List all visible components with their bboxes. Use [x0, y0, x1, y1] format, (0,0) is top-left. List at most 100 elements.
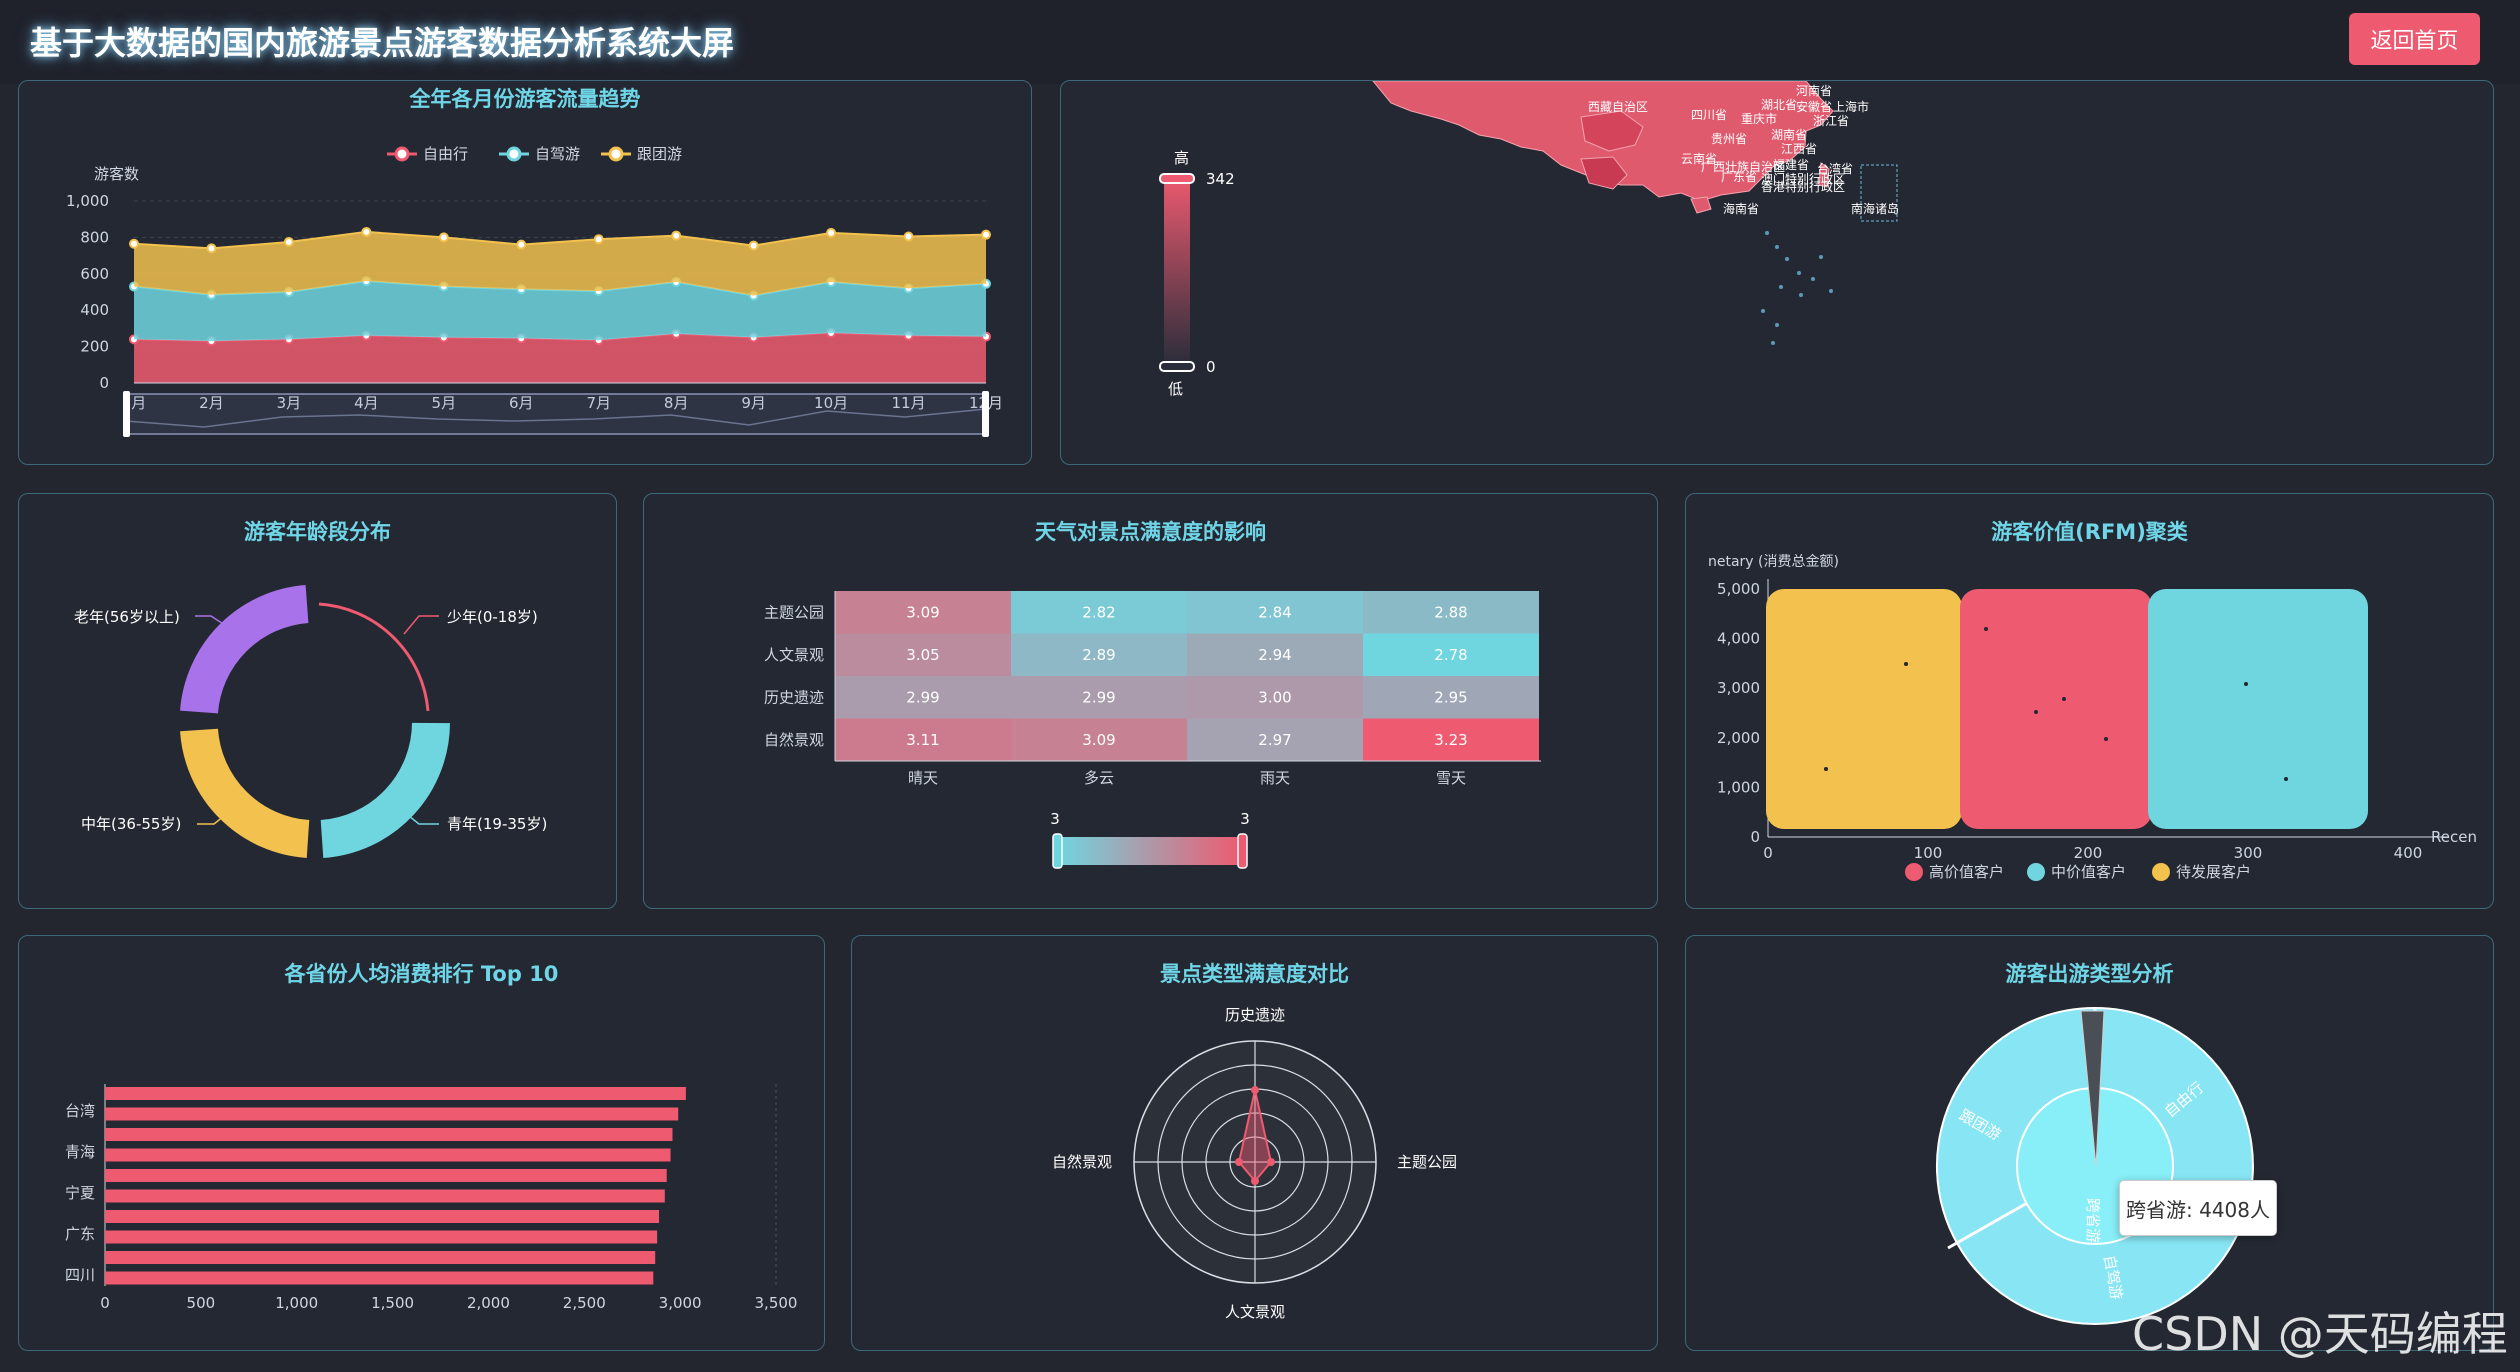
rfm-cluster-developing[interactable]	[1766, 589, 1962, 829]
heatmap-cell[interactable]	[835, 718, 1011, 762]
rfm-cluster-high-value[interactable]	[1960, 589, 2152, 829]
trend-area-1[interactable]	[134, 281, 986, 342]
heatmap-cell[interactable]	[1187, 676, 1363, 719]
trend-legend-label[interactable]: 自驾游	[535, 145, 580, 163]
trend-legend-marker[interactable]	[394, 146, 410, 162]
heatmap-scale-handle-left[interactable]	[1052, 833, 1063, 869]
map-region-yunnan[interactable]	[1580, 156, 1628, 190]
rfm-legend-label[interactable]: 待发展客户	[2176, 863, 2251, 881]
province-bar[interactable]	[105, 1230, 658, 1244]
heatmap-cell[interactable]	[1363, 676, 1539, 719]
province-bar-chart[interactable]: 0 500 1,000 1,500 2,000 2,500 3,000 3,500 台湾青海宁…	[19, 936, 824, 1350]
trend-legend-marker[interactable]	[506, 146, 522, 162]
map-region-taiwan[interactable]	[1818, 162, 1830, 188]
scenic-radar-chart[interactable]: 历史遗迹 主题公园 人文景观 自然景观	[852, 936, 1657, 1350]
heatmap-cell[interactable]	[835, 591, 1011, 634]
province-bar[interactable]	[105, 1169, 667, 1182]
trend-area-0[interactable]	[134, 332, 986, 383]
heatmap-scale-handle-right[interactable]	[1237, 833, 1248, 869]
heatmap-cell[interactable]	[1187, 591, 1363, 634]
rfm-y-tick: 2,000	[1717, 729, 1760, 747]
province-bar[interactable]	[105, 1251, 656, 1264]
trend-point[interactable]	[283, 236, 294, 247]
radar-point-theme-park[interactable]	[1267, 1158, 1275, 1166]
rfm-legend-marker[interactable]	[2027, 863, 2045, 881]
trend-point[interactable]	[671, 230, 682, 241]
trend-point[interactable]	[903, 231, 914, 242]
travel-type-panel: 游客出游类型分析 跨省游 自由行 自驾游 跟团游	[1685, 935, 2494, 1351]
heatmap-cell[interactable]	[1011, 676, 1187, 719]
back-home-button[interactable]: 返回首页	[2349, 13, 2480, 65]
province-label: 广东	[65, 1225, 95, 1243]
heatmap-cell[interactable]	[1011, 591, 1187, 634]
province-bar[interactable]	[105, 1210, 660, 1223]
age-donut-chart[interactable]: 老年(56岁以上) 少年(0-18岁) 中年(36-55岁) 青年(19-35岁…	[19, 494, 616, 908]
trend-legend-label[interactable]: 跟团游	[637, 145, 682, 163]
trend-point[interactable]	[593, 234, 604, 245]
weather-heatmap-chart[interactable]: 主题公园 3.09 2.82 2.84 2.88 人文景观 3.05 2.89 2.94 2.78…	[644, 494, 1657, 908]
data-zoom-handle-left[interactable]	[123, 391, 130, 437]
trend-point[interactable]	[361, 226, 372, 237]
trend-point[interactable]	[748, 240, 759, 251]
trend-point[interactable]	[438, 232, 449, 243]
province-label: 台湾	[65, 1102, 95, 1120]
rfm-legend-label[interactable]: 中价值客户	[2051, 863, 2126, 881]
monthly-trend-title: 全年各月份游客流量趋势	[409, 87, 641, 111]
trend-point[interactable]	[129, 238, 139, 249]
travel-highlight-wedge[interactable]	[2080, 1010, 2105, 1167]
trend-point[interactable]	[826, 227, 837, 238]
heatmap-cell-value: 2.89	[1082, 646, 1115, 664]
heatmap-cell-value: 2.95	[1434, 688, 1467, 706]
province-bar[interactable]	[105, 1189, 665, 1203]
trend-point[interactable]	[516, 239, 527, 250]
map-scale-handle-bottom[interactable]	[1159, 361, 1195, 372]
map-scale-handle-top[interactable]	[1159, 173, 1195, 184]
map-region-sichuan[interactable]	[1580, 110, 1644, 152]
rfm-legend-marker[interactable]	[2152, 863, 2170, 881]
rfm-scatter-chart[interactable]: netary (消费总金额) 5,000 4,000 3,000 2,000 1,000…	[1686, 494, 2493, 908]
map-region-hainan[interactable]	[1690, 196, 1712, 214]
province-bar[interactable]	[105, 1128, 673, 1141]
data-zoom-handle-right[interactable]	[982, 391, 989, 437]
trend-point[interactable]	[206, 243, 217, 254]
map-scale-high-label: 高	[1174, 149, 1189, 167]
heatmap-cell[interactable]	[1363, 718, 1539, 762]
rfm-legend-marker[interactable]	[1905, 863, 1923, 881]
age-segment-youth-0-18[interactable]	[318, 602, 430, 712]
heatmap-cell[interactable]	[1011, 633, 1187, 677]
heatmap-cell[interactable]	[835, 633, 1011, 677]
heatmap-cell[interactable]	[1363, 633, 1539, 677]
heatmap-scale-bar[interactable]	[1057, 837, 1243, 865]
heatmap-cell[interactable]	[1363, 591, 1539, 634]
province-bar[interactable]	[105, 1148, 671, 1162]
radar-point-natural[interactable]	[1235, 1158, 1243, 1166]
radar-indicator-bottom: 人文景观	[1225, 1303, 1285, 1321]
travel-type-sunburst-chart[interactable]: 跨省游 自由行 自驾游 跟团游	[1686, 936, 2493, 1350]
age-segment-middle-36-55[interactable]	[180, 728, 310, 858]
trend-area-2[interactable]	[134, 231, 986, 296]
trend-legend-label[interactable]: 自由行	[423, 145, 468, 163]
age-leader-middle	[197, 811, 230, 825]
heatmap-cell[interactable]	[1011, 718, 1187, 762]
rfm-legend-label[interactable]: 高价值客户	[1929, 863, 2004, 881]
trend-y-tick: 200	[80, 338, 109, 356]
heatmap-cell[interactable]	[835, 676, 1011, 719]
province-bar[interactable]	[105, 1087, 686, 1100]
rfm-cluster-medium-value[interactable]	[2148, 589, 2368, 829]
heatmap-cell-value: 2.82	[1082, 603, 1115, 621]
rfm-y-tick: 0	[1750, 828, 1760, 846]
radar-point-cultural[interactable]	[1251, 1177, 1259, 1185]
age-segment-young-19-35[interactable]	[320, 722, 450, 858]
trend-point[interactable]	[981, 229, 991, 240]
radar-point-historic[interactable]	[1251, 1086, 1259, 1094]
trend-legend-marker[interactable]	[608, 146, 624, 162]
age-segment-senior-56-plus[interactable]	[180, 585, 309, 714]
heatmap-cell[interactable]	[1187, 633, 1363, 677]
map-scale-bar[interactable]	[1164, 175, 1190, 365]
header-bar: 基于大数据的国内旅游景点游客数据分析系统大屏 返回首页	[0, 0, 2520, 84]
province-bar[interactable]	[105, 1271, 654, 1285]
heatmap-cell[interactable]	[1187, 718, 1363, 762]
province-bar[interactable]	[105, 1107, 679, 1121]
